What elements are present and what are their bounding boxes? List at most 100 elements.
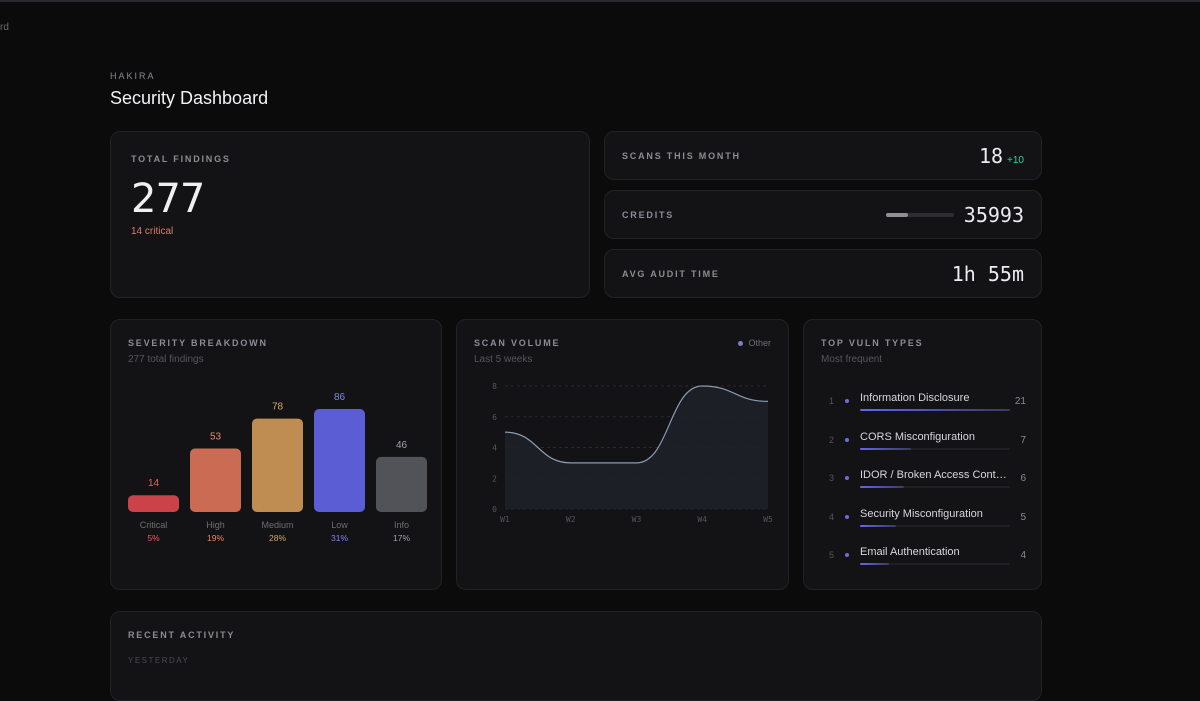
bar-medium <box>252 418 303 512</box>
y-tick-label: 6 <box>492 413 497 422</box>
vuln-count: 21 <box>1014 396 1026 407</box>
credits-label: CREDITS <box>622 209 675 220</box>
scans-delta: +10 <box>1007 154 1024 166</box>
vuln-row[interactable]: 2 CORS Misconfiguration 7 <box>804 429 1043 459</box>
x-tick-label: W1 <box>500 515 510 524</box>
avg-audit-time-card: AVG AUDIT TIME 1h 55m <box>604 249 1042 298</box>
vuln-bar-fill <box>860 448 911 450</box>
severity-breakdown-card: SEVERITY BREAKDOWN 277 total findings 14… <box>110 319 442 590</box>
volume-legend: Other <box>738 338 771 348</box>
legend-dot-icon <box>738 340 744 346</box>
bar-percent-label: 5% <box>147 533 160 543</box>
recent-activity-card: RECENT ACTIVITY YESTERDAY <box>110 611 1042 701</box>
vuln-bar-track <box>860 525 1010 527</box>
brand-label: HAKIRA <box>110 71 156 81</box>
bar-category-label: Low <box>331 520 348 530</box>
bar-high <box>190 448 241 512</box>
vuln-name: Email Authentication <box>860 546 960 558</box>
credits-value-group: 35993 <box>885 202 1024 227</box>
series-line <box>504 385 769 464</box>
credits-value: 35993 <box>963 202 1024 227</box>
vuln-count: 7 <box>1020 435 1026 446</box>
x-tick-label: W5 <box>763 515 773 524</box>
volume-title: SCAN VOLUME <box>474 338 561 348</box>
recent-title: RECENT ACTIVITY <box>128 630 236 640</box>
bar-percent-label: 31% <box>331 533 348 543</box>
total-findings-label: TOTAL FINDINGS <box>131 154 231 164</box>
bar-value-label: 78 <box>272 402 284 413</box>
vuln-bar-track <box>860 448 1010 450</box>
audit-value: 1h 55m <box>951 261 1024 286</box>
total-findings-value: 277 <box>131 176 205 222</box>
bar-category-label: Info <box>394 520 409 530</box>
bar-value-label: 14 <box>148 478 160 489</box>
bullet-dot-icon <box>845 438 849 442</box>
vuln-bar-track <box>860 563 1010 565</box>
y-tick-label: 4 <box>492 444 497 453</box>
bar-percent-label: 28% <box>269 533 286 543</box>
recent-day-label: YESTERDAY <box>128 656 190 665</box>
credits-card: CREDITS 35993 <box>604 190 1042 239</box>
x-tick-label: W2 <box>566 515 576 524</box>
vuln-name: Information Disclosure <box>860 392 970 404</box>
x-tick-label: W4 <box>697 515 707 524</box>
vuln-rank: 3 <box>829 473 835 483</box>
vuln-title: TOP VULN TYPES <box>821 338 924 348</box>
top-vuln-types-card: TOP VULN TYPES Most frequent 1 Informati… <box>803 319 1042 590</box>
audit-label: AVG AUDIT TIME <box>622 268 720 279</box>
bullet-dot-icon <box>845 553 849 557</box>
bullet-dot-icon <box>845 515 849 519</box>
vuln-bar-fill <box>860 409 1010 411</box>
total-findings-card: TOTAL FINDINGS 277 14 critical <box>110 131 590 298</box>
credits-progress-fill <box>885 212 908 217</box>
edge-tab-label[interactable]: rd <box>0 22 9 33</box>
vuln-rank: 1 <box>829 396 835 406</box>
bar-value-label: 86 <box>334 392 346 403</box>
vuln-bar-fill <box>860 563 889 565</box>
page-title: Security Dashboard <box>110 88 269 108</box>
scans-this-month-card: SCANS THIS MONTH 18 +10 <box>604 131 1042 180</box>
bar-value-label: 46 <box>396 440 408 451</box>
y-tick-label: 2 <box>492 474 497 483</box>
severity-subtitle: 277 total findings <box>128 354 204 365</box>
scans-label: SCANS THIS MONTH <box>622 150 741 161</box>
bar-category-label: Critical <box>140 520 168 530</box>
vuln-count: 5 <box>1020 512 1026 523</box>
volume-subtitle: Last 5 weeks <box>474 354 533 365</box>
window-top-border <box>0 0 1200 2</box>
vuln-count: 4 <box>1020 550 1026 561</box>
bar-category-label: High <box>206 520 225 530</box>
vuln-bar-track <box>860 409 1010 411</box>
bar-category-label: Medium <box>261 520 293 530</box>
legend-label: Other <box>748 338 771 348</box>
scan-volume-card: SCAN VOLUME Last 5 weeks Other 0 2 4 6 8 W1 W2… <box>456 319 789 590</box>
vuln-row[interactable]: 1 Information Disclosure 21 <box>804 390 1043 420</box>
vuln-subtitle: Most frequent <box>821 354 883 365</box>
bar-low <box>314 409 365 512</box>
bullet-dot-icon <box>845 476 849 480</box>
vuln-bar-fill <box>860 525 896 527</box>
bar-percent-label: 19% <box>207 533 224 543</box>
y-tick-label: 0 <box>492 505 497 514</box>
y-tick-label: 8 <box>492 382 497 391</box>
vuln-rank: 4 <box>829 512 835 522</box>
severity-title: SEVERITY BREAKDOWN <box>128 338 268 348</box>
bar-value-label: 53 <box>210 432 222 443</box>
bar-percent-label: 17% <box>393 533 410 543</box>
scans-value-group: 18 +10 <box>979 144 1024 168</box>
vuln-bar-fill <box>860 486 904 488</box>
bar-critical <box>128 495 179 512</box>
vuln-name: Security Misconfiguration <box>860 508 983 520</box>
severity-bar-chart: 14 Critical 5% 53 High 19% 78 Medium 28% 86 Low 31%… <box>128 392 427 543</box>
vuln-row[interactable]: 3 IDOR / Broken Access Cont… 6 <box>804 467 1043 497</box>
x-tick-label: W3 <box>632 515 642 524</box>
vuln-row[interactable]: 5 Email Authentication 4 <box>804 544 1043 574</box>
vuln-rank: 5 <box>829 550 835 560</box>
vuln-count: 6 <box>1020 473 1026 484</box>
vuln-name: IDOR / Broken Access Cont… <box>860 469 1007 481</box>
critical-count: 14 critical <box>131 226 174 237</box>
vuln-row[interactable]: 4 Security Misconfiguration 5 <box>804 506 1043 536</box>
credits-progress-bar <box>885 212 954 217</box>
bullet-dot-icon <box>845 399 849 403</box>
scans-value: 18 <box>978 143 1004 168</box>
